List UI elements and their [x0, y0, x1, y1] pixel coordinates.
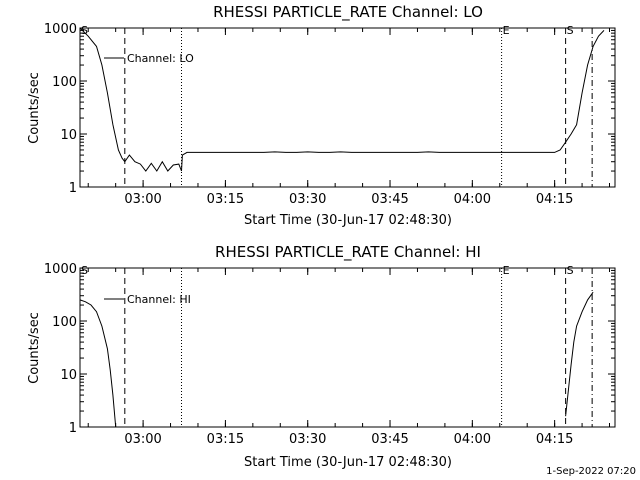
hi-y-tick-label-1: 1	[69, 421, 77, 436]
lo-y-tick-label-1: 1	[69, 181, 77, 196]
lo-marker-label-0: S	[81, 24, 88, 37]
lo-axis-ticks: 1 10 100 1000 03:00 03:15 03:30 03:45 04:00 04:15	[44, 22, 615, 207]
hi-channel-panel: RHESSI PARTICLE_RATE Channel: HI Counts/…	[27, 243, 616, 470]
hi-y-tick-label-10: 10	[60, 368, 77, 383]
hi-x-tick-label-03:15: 03:15	[207, 432, 244, 447]
lo-x-tick-label-04:00: 04:00	[454, 192, 491, 207]
lo-x-tick-label-04:15: 04:15	[536, 192, 573, 207]
hi-legend-label: Channel: HI	[127, 293, 191, 306]
hi-y-tick-label-100: 100	[52, 315, 77, 330]
lo-y-axis-label: Counts/sec	[27, 72, 42, 144]
lo-plot-frame	[79, 27, 616, 188]
hi-series-group	[79, 291, 594, 428]
lo-chart-title: RHESSI PARTICLE_RATE Channel: LO	[213, 3, 483, 22]
hi-chart-title: RHESSI PARTICLE_RATE Channel: HI	[215, 243, 481, 262]
hi-marker-label-3: E	[503, 264, 510, 277]
lo-x-tick-label-03:00: 03:00	[124, 192, 161, 207]
lo-marker-label-3: E	[503, 24, 510, 37]
hi-marker-label-0: S	[81, 264, 88, 277]
footer-timestamp: 1-Sep-2022 07:20	[546, 466, 636, 477]
hi-series-line-0-0	[79, 299, 117, 428]
hi-x-tick-label-03:00: 03:00	[124, 432, 161, 447]
lo-series-line-0-0	[79, 27, 605, 172]
lo-y-tick-label-1000: 1000	[44, 22, 77, 37]
lo-x-tick-label-03:45: 03:45	[371, 192, 408, 207]
hi-axis-ticks: 1 10 100 1000 03:00 03:15 03:30 03:45 04:00 04:15	[44, 262, 615, 447]
hi-y-axis-label: Counts/sec	[27, 312, 42, 384]
hi-x-tick-label-03:30: 03:30	[289, 432, 326, 447]
hi-x-tick-label-04:00: 04:00	[454, 432, 491, 447]
hi-x-axis-label: Start Time (30-Jun-17 02:48:30)	[244, 455, 452, 470]
lo-series-group	[79, 27, 605, 172]
lo-marker-label-4: S	[567, 24, 574, 37]
lo-x-axis-label: Start Time (30-Jun-17 02:48:30)	[244, 213, 452, 228]
hi-marker-label-4: S	[567, 264, 574, 277]
hi-plot-frame	[79, 267, 616, 428]
lo-y-tick-label-100: 100	[52, 75, 77, 90]
hi-x-tick-label-04:15: 04:15	[536, 432, 573, 447]
lo-y-tick-label-10: 10	[60, 128, 77, 143]
hi-y-tick-label-1000: 1000	[44, 262, 77, 277]
lo-legend-label: Channel: LO	[127, 52, 194, 65]
hi-series-line-0-1	[565, 291, 594, 417]
hi-x-tick-label-03:45: 03:45	[371, 432, 408, 447]
lo-channel-panel: RHESSI PARTICLE_RATE Channel: LO Counts/…	[27, 3, 616, 228]
lo-x-tick-label-03:15: 03:15	[207, 192, 244, 207]
lo-x-tick-label-03:30: 03:30	[289, 192, 326, 207]
